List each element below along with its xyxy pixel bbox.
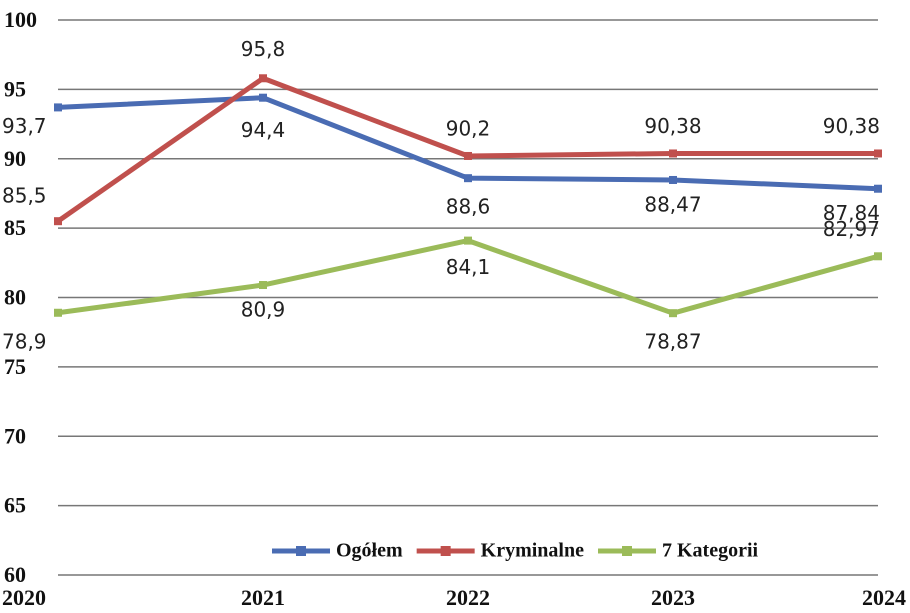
y-tick-label: 100 — [4, 7, 37, 32]
data-label: 80,9 — [241, 298, 286, 322]
marker — [669, 175, 677, 184]
marker — [874, 184, 882, 193]
legend-label: 7 Kategorii — [662, 540, 759, 562]
data-label: 82,97 — [823, 217, 880, 241]
data-label: 90,2 — [446, 116, 491, 140]
y-tick-label: 75 — [4, 354, 26, 379]
marker — [259, 74, 267, 83]
data-label: 90,38 — [644, 114, 701, 138]
y-tick-label: 70 — [4, 423, 26, 448]
y-tick-label: 85 — [4, 215, 26, 240]
data-label: 94,4 — [241, 118, 286, 142]
data-label: 88,6 — [446, 195, 491, 219]
x-tick-label: 2021 — [241, 585, 285, 610]
data-label: 95,8 — [241, 37, 286, 61]
marker — [54, 103, 62, 112]
y-tick-label: 65 — [4, 493, 26, 518]
x-tick-label: 2023 — [651, 585, 695, 610]
marker — [259, 93, 267, 102]
data-label: 87,84 — [823, 201, 880, 225]
data-label: 78,87 — [644, 330, 701, 354]
data-label: 90,38 — [823, 114, 880, 138]
x-tick-label: 2024 — [862, 585, 906, 610]
marker — [259, 281, 267, 290]
marker — [464, 151, 472, 160]
y-tick-label: 90 — [4, 146, 26, 171]
legend-marker — [296, 546, 306, 556]
marker — [669, 309, 677, 318]
y-tick-label: 60 — [4, 562, 26, 587]
x-tick-label: 2020 — [2, 585, 46, 610]
y-tick-label: 95 — [4, 76, 26, 101]
marker — [874, 252, 882, 261]
legend-label: Kryminalne — [481, 540, 584, 562]
marker — [874, 149, 882, 158]
data-label: 93,7 — [2, 114, 47, 138]
data-label: 85,5 — [2, 184, 47, 208]
y-tick-label: 80 — [4, 285, 26, 310]
marker — [54, 308, 62, 317]
data-label: 78,9 — [2, 329, 47, 353]
marker — [54, 217, 62, 226]
x-tick-label: 2022 — [446, 585, 490, 610]
data-label: 84,1 — [446, 255, 491, 279]
legend-marker — [440, 546, 451, 556]
marker — [464, 174, 472, 183]
legend-marker — [622, 546, 632, 556]
legend-label: Ogółem — [336, 540, 403, 562]
data-label: 88,47 — [644, 192, 701, 216]
marker — [669, 149, 677, 158]
marker — [464, 236, 472, 245]
